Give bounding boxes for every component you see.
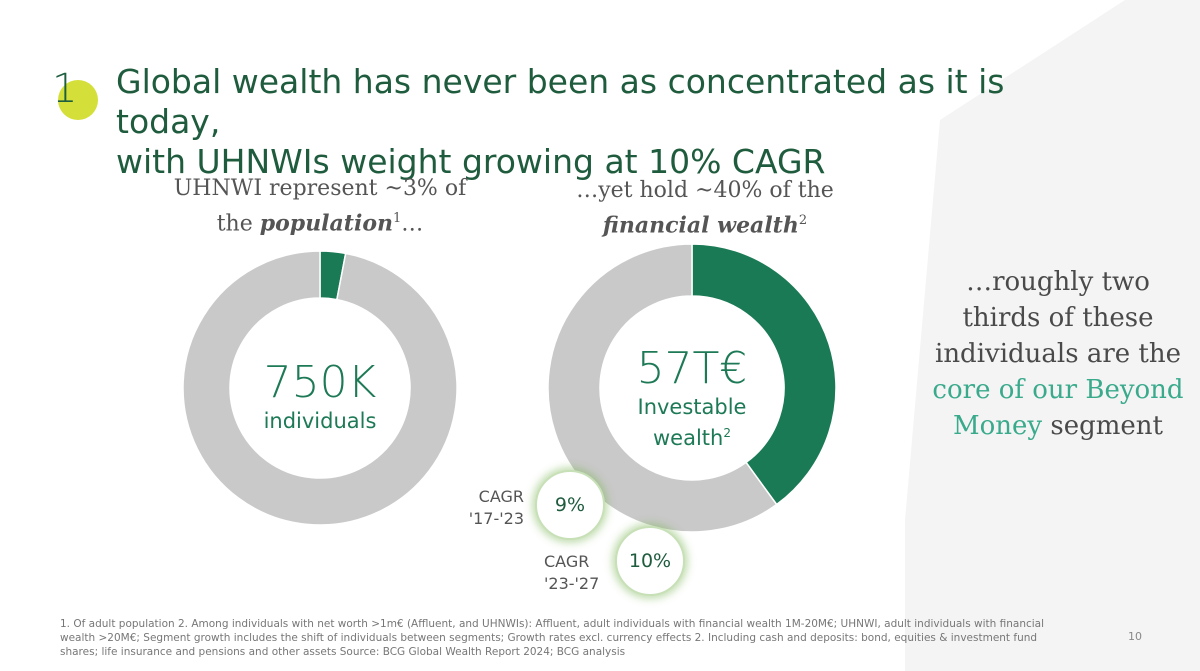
left-subheading-footnote-ref: 1 <box>393 211 402 226</box>
left-donut-value: 750K <box>263 357 377 408</box>
cagr-label-1-line-2: '17-'23 <box>468 509 524 528</box>
right-donut-center: 57T€ Investable wealth2 <box>592 344 792 451</box>
side-callout-highlight: core of our Beyond Money <box>932 375 1184 441</box>
right-subheading: …yet hold ~40% of the financial wealth2 <box>530 176 880 241</box>
cagr-badge-2: 10% <box>615 526 685 596</box>
left-subheading-suffix: … <box>401 211 424 237</box>
cagr-label-2-line-1: CAGR <box>544 552 590 571</box>
side-callout: …roughly two thirds of these individuals… <box>930 264 1186 444</box>
right-subheading-footnote-ref: 2 <box>798 213 808 228</box>
side-callout-text-2: segment <box>1042 411 1163 441</box>
left-donut-label: individuals <box>263 409 377 433</box>
page-number: 10 <box>1128 630 1142 643</box>
title-line-1: Global wealth has never been as concentr… <box>116 62 1005 141</box>
cagr-label-1: CAGR '17-'23 <box>468 486 524 530</box>
right-donut-footnote-ref: 2 <box>723 426 731 440</box>
left-subheading-prefix: the <box>216 211 260 237</box>
donut-2-slice-other <box>547 243 778 533</box>
slide-title: Global wealth has never been as concentr… <box>116 62 1076 182</box>
right-subheading-line-1: …yet hold ~40% of the <box>576 178 834 203</box>
side-callout-text-1: …roughly two thirds of these individuals… <box>935 267 1181 369</box>
left-subheading: UHNWI represent ~3% of the population1… <box>150 174 490 239</box>
right-donut-label-line-2: wealth2 <box>592 420 792 451</box>
cagr-label-2: CAGR '23-'27 <box>544 551 604 595</box>
title-line-2: with UHNWIs weight growing at 10% CAGR <box>116 142 826 181</box>
right-donut-label-word: wealth <box>653 426 724 450</box>
donut-2-slice-uhnwi <box>691 243 837 506</box>
right-subheading-emphasis: financial wealth <box>602 212 799 239</box>
right-donut-value: 57T€ <box>636 343 748 394</box>
cagr-label-2-line-2: '23-'27 <box>544 574 600 593</box>
footnote: 1. Of adult population 2. Among individu… <box>60 618 1045 658</box>
donut-1-slice-other <box>182 250 458 526</box>
left-subheading-line-2: the population1… <box>150 204 490 239</box>
cagr-badge-1: 9% <box>535 470 605 540</box>
left-subheading-emphasis: population <box>259 210 393 237</box>
right-donut-label-line-1: Investable <box>637 395 747 419</box>
right-subheading-line-2: financial wealth2 <box>530 206 880 241</box>
section-number-badge: 1 <box>52 66 98 120</box>
section-number: 1 <box>52 66 78 112</box>
section-badge-dot <box>58 80 98 120</box>
cagr-label-1-line-1: CAGR <box>478 487 524 506</box>
left-subheading-line-1: UHNWI represent ~3% of <box>173 176 467 201</box>
left-donut-center: 750K individuals <box>220 358 420 434</box>
